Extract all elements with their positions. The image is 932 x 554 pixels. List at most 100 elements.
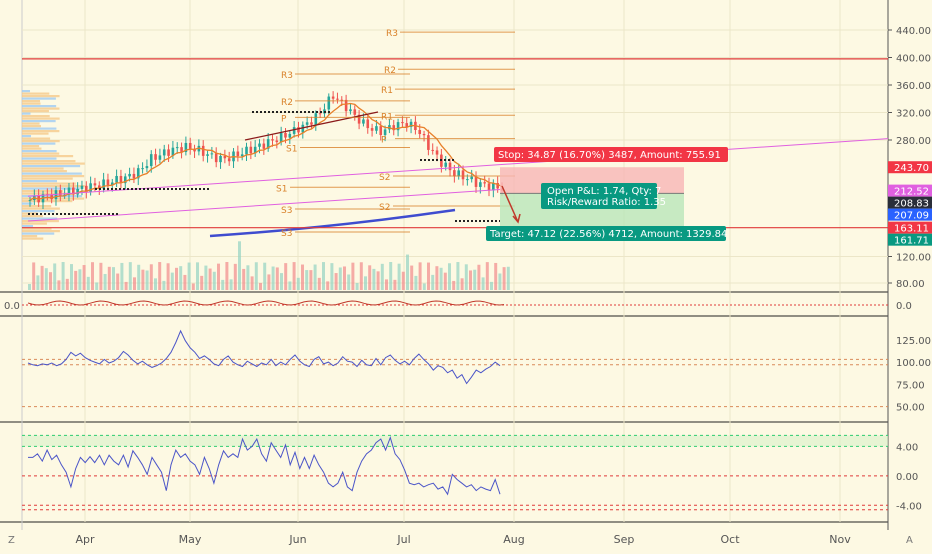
oscillator-3-pane[interactable] [22, 434, 888, 511]
candle-body [444, 162, 448, 167]
volume-bar [221, 279, 225, 290]
volume-bar [95, 282, 99, 290]
volume-bar [263, 262, 267, 290]
x-tick-label: Sep [614, 533, 635, 546]
auto-scale-icon[interactable]: A [906, 535, 913, 546]
volume-bar [309, 270, 313, 290]
volume-profile-bar [22, 202, 33, 205]
volume-bar [481, 277, 485, 290]
candle-body [76, 188, 79, 195]
volume-bar [490, 281, 493, 290]
oscillator-2-pane[interactable] [22, 329, 888, 408]
volume-profile-bar [22, 107, 60, 110]
volume-bar [254, 262, 258, 290]
volume-profile-bar [22, 227, 52, 230]
volume-bar [124, 281, 128, 290]
pivot-level-label: S2 [379, 203, 390, 213]
candle-body [258, 143, 261, 147]
pivot-level-label: S1 [276, 184, 287, 194]
volume-bar [166, 263, 170, 290]
x-tick-label: Aug [503, 533, 524, 546]
volume-bar [401, 271, 405, 290]
volume-profile-bar [22, 235, 38, 238]
volume-profile-bar [22, 140, 60, 143]
x-tick-label: Jul [396, 533, 410, 546]
volume-bar [154, 278, 157, 290]
volume-bar [208, 268, 212, 290]
volume-bar [506, 266, 510, 290]
volume-profile-bar [22, 215, 43, 218]
volume-bar [284, 263, 288, 290]
pivot-level-label: S3 [281, 206, 292, 216]
volume-profile-bar [22, 127, 57, 130]
x-tick-label: Nov [829, 533, 851, 546]
volume-profile-bar [22, 217, 58, 220]
volume-profile-bar [22, 92, 50, 95]
volume-bar [326, 281, 330, 290]
candle-body [167, 149, 170, 156]
candle-body [457, 170, 460, 177]
oscillator-3-band [22, 435, 888, 447]
pivot-level-label: R2 [384, 66, 396, 76]
pivot-level-label: S3 [281, 229, 292, 239]
volume-profile-bar [22, 220, 59, 223]
candle-body [154, 154, 157, 160]
candle-body [418, 129, 422, 135]
volume-bar [82, 265, 86, 290]
pivot-level-label: P [281, 114, 287, 124]
target-label-box[interactable] [486, 226, 726, 241]
volume-bar [494, 262, 498, 290]
volume-bar [91, 262, 94, 290]
candle-body [210, 153, 214, 155]
volume-bar [28, 284, 31, 290]
candle-body [158, 155, 162, 160]
candle-body [223, 155, 227, 159]
candle-body [318, 113, 322, 115]
pnl-box [541, 183, 657, 209]
volume-bar [305, 270, 309, 290]
label-layer: Stop: 34.87 (16.70%) 3487, Amount: 755.9… [486, 147, 932, 247]
candle-body [110, 182, 114, 185]
volume-profile-bar [22, 112, 31, 115]
oscillator-1-line [27, 300, 505, 306]
volume-bar [145, 270, 149, 290]
volume-bar [103, 273, 107, 290]
candle-body [236, 151, 240, 157]
price-axis-label: 207.09 [894, 211, 929, 222]
stop-label-box[interactable] [494, 147, 728, 162]
volume-bar [238, 241, 241, 290]
trend-line [27, 138, 889, 197]
trend-line-lower [27, 189, 501, 222]
volume-bar [225, 262, 229, 290]
volume-bar [406, 254, 409, 290]
volume-bar [246, 265, 250, 290]
volume-bar [385, 279, 388, 290]
candle-body [72, 187, 75, 195]
candle-body [353, 109, 357, 115]
volume-bar [271, 266, 275, 290]
volume-bar [212, 271, 216, 290]
volume-bar [498, 273, 502, 290]
volume-profile-bar [22, 180, 58, 183]
candle-body [466, 179, 469, 181]
pivot-level-label: S2 [379, 173, 390, 183]
volume-bar [107, 266, 111, 290]
candle-body [214, 153, 218, 163]
candle-body [448, 162, 452, 171]
pivot-level-label: R3 [386, 29, 398, 39]
y-tick-label: 320.00 [896, 109, 931, 120]
rising-trendline [244, 111, 379, 141]
axis-layer: Apr May Jun Jul Aug Sep Oct Nov Z A 440.00 400.00 36… [8, 26, 931, 546]
z-icon[interactable]: Z [8, 535, 15, 546]
candle-body [102, 179, 105, 189]
candle-body [362, 119, 365, 124]
candle-body [479, 182, 482, 187]
candle-body [492, 183, 495, 191]
candle-body [89, 183, 92, 193]
oscillator-1-pane[interactable]: 0.0 0.0 [4, 300, 912, 312]
x-tick-label: Jun [288, 533, 306, 546]
volume-bar [280, 273, 283, 290]
